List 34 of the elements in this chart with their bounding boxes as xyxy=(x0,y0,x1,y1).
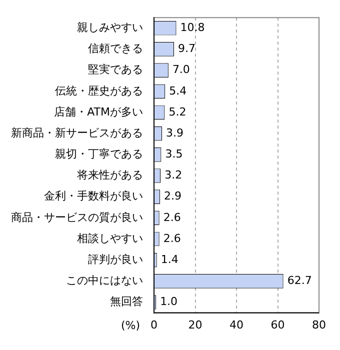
data-label: 1.0 xyxy=(160,295,178,308)
y-tick-label: 親しみやすい xyxy=(77,21,143,34)
y-tick-label: 将来性がある xyxy=(76,168,143,182)
x-axis-title: (%) xyxy=(120,319,140,332)
data-label: 2.6 xyxy=(163,210,181,224)
x-tick-label: 20 xyxy=(188,318,202,332)
data-label: 3.2 xyxy=(164,168,182,182)
y-tick-label: 親切・丁寧である xyxy=(55,148,143,161)
y-tick-label: 伝統・歴史がある xyxy=(55,84,143,98)
data-label: 1.4 xyxy=(160,252,178,266)
y-tick-label: 商品・サービスの質が良い xyxy=(11,210,143,224)
y-tick-label: 新商品・新サービスがある xyxy=(11,126,143,140)
y-tick-label: 堅実である xyxy=(88,63,143,76)
x-tick-label: 80 xyxy=(312,318,326,332)
data-label: 7.0 xyxy=(172,63,190,76)
y-tick-label: 評判が良い xyxy=(88,252,143,266)
data-label: 5.2 xyxy=(168,105,186,118)
data-label: 9.7 xyxy=(178,42,196,56)
data-label: 2.9 xyxy=(164,190,182,203)
data-label: 2.6 xyxy=(163,232,181,245)
y-tick-label: 無回答 xyxy=(110,295,143,308)
data-label: 10.8 xyxy=(180,21,205,34)
x-tick-label: 0 xyxy=(150,318,158,332)
data-label: 3.9 xyxy=(166,126,184,140)
y-tick-label: 店舗・ATMが多い xyxy=(54,105,143,118)
y-tick-label: この中にはない xyxy=(66,274,143,288)
y-tick-label: 金利・手数料が良い xyxy=(44,190,143,203)
data-label: 3.5 xyxy=(165,148,183,161)
data-label: 62.7 xyxy=(287,274,312,288)
x-tick-label: 40 xyxy=(230,318,244,332)
x-tick-label: 60 xyxy=(270,318,285,332)
y-tick-label: 信頼できる xyxy=(88,42,143,56)
y-tick-label: 相談しやすい xyxy=(77,232,143,245)
data-label: 5.4 xyxy=(169,84,187,98)
